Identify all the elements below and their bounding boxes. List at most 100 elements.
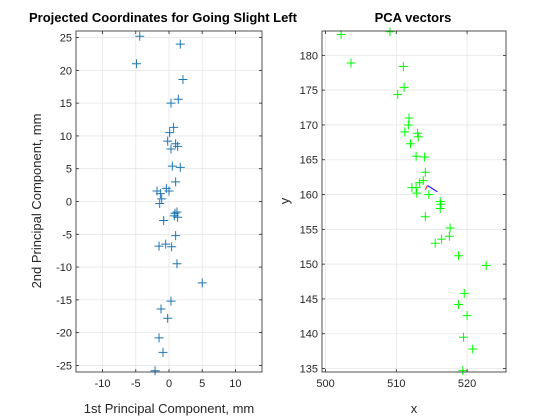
data-point-plus-marker (445, 223, 455, 233)
y-tick-label: 0 (66, 197, 72, 209)
pca-vector-line (424, 185, 428, 190)
data-point-plus-marker (166, 144, 176, 154)
data-markers (131, 31, 207, 376)
data-point-plus-marker (336, 29, 346, 39)
plot-area: -10 -5 0 5 10 -25 -20 -15 -10 -5 0 5 10 15 20 25 (56, 30, 263, 390)
data-point-plus-marker (171, 231, 181, 241)
axis-ticks: 500 510 520 135 140 145 150 155 160 165 170 175 180 (300, 31, 506, 390)
data-point-plus-marker (418, 176, 428, 186)
data-point-plus-marker (131, 59, 141, 69)
x-tick-label: 500 (316, 378, 334, 390)
data-point-plus-marker (173, 141, 183, 151)
data-point-plus-marker (172, 259, 182, 269)
y-axis-label: y (277, 197, 292, 204)
data-point-plus-marker (411, 151, 421, 161)
data-point-plus-marker (165, 128, 175, 138)
data-point-plus-marker (404, 113, 414, 123)
data-point-plus-marker (163, 313, 173, 323)
data-point-plus-marker (346, 58, 356, 68)
data-point-plus-marker (399, 82, 409, 92)
data-point-plus-marker (415, 178, 425, 188)
data-point-plus-marker (164, 186, 174, 196)
data-point-plus-marker (436, 199, 446, 209)
y-tick-label: 155 (300, 224, 318, 236)
y-tick-label: -20 (56, 328, 72, 340)
y-axis-label: 2nd Principal Component, mm (29, 114, 44, 289)
y-tick-label: 170 (300, 120, 318, 132)
data-point-plus-marker (154, 241, 164, 251)
data-point-plus-marker (169, 122, 179, 132)
data-point-plus-marker (171, 177, 181, 187)
y-tick-label: 15 (60, 98, 72, 110)
data-point-plus-marker (166, 98, 176, 108)
grid (322, 31, 506, 372)
data-point-plus-marker (156, 304, 166, 314)
y-tick-label: 175 (300, 85, 318, 97)
x-tick-label: -5 (131, 378, 141, 390)
data-point-plus-marker (155, 189, 165, 199)
y-tick-label: -5 (62, 229, 72, 241)
data-point-plus-marker (444, 231, 454, 241)
data-point-plus-marker (154, 333, 164, 343)
data-point-plus-marker (166, 296, 176, 306)
data-point-plus-marker (167, 242, 177, 252)
data-point-plus-marker (385, 27, 395, 37)
plot-area: 500 510 520 135 140 145 150 155 160 165 170 175 180 (300, 27, 507, 390)
x-tick-label: 5 (199, 378, 205, 390)
chart-projected-coordinates: Projected Coordinates for Going Slight L… (29, 10, 298, 416)
data-point-plus-marker (420, 212, 430, 222)
data-point-plus-marker (175, 162, 185, 172)
data-point-plus-marker (157, 194, 167, 204)
grid (76, 31, 262, 372)
data-point-plus-marker (159, 216, 169, 226)
data-point-plus-marker (400, 127, 410, 137)
x-axis-label: 1st Principal Component, mm (84, 401, 255, 416)
y-tick-label: 140 (300, 329, 318, 341)
data-point-plus-marker (459, 332, 469, 342)
data-point-plus-marker (173, 94, 183, 104)
x-tick-label: -10 (95, 378, 111, 390)
y-tick-label: 5 (66, 164, 72, 176)
data-point-plus-marker (481, 261, 491, 271)
chart-pca-vectors: PCA vectors 500 510 520 135 140 145 150 155 160 1… (277, 10, 507, 416)
data-markers (336, 27, 491, 376)
data-point-plus-marker (163, 136, 173, 146)
data-point-plus-marker (454, 251, 464, 261)
pca-vector-lines (424, 184, 438, 193)
data-point-plus-marker (197, 278, 207, 288)
data-point-plus-marker (398, 61, 408, 71)
data-point-plus-marker (459, 288, 469, 298)
data-point-plus-marker (435, 203, 445, 213)
plot-frame (321, 30, 507, 373)
y-tick-label: 135 (300, 364, 318, 376)
x-tick-label: 520 (458, 378, 476, 390)
data-point-plus-marker (178, 75, 188, 85)
chart-title: Projected Coordinates for Going Slight L… (29, 10, 298, 25)
y-tick-label: 180 (300, 50, 318, 62)
data-point-plus-marker (155, 198, 165, 208)
y-tick-label: -15 (56, 295, 72, 307)
axis-ticks: -10 -5 0 5 10 -25 -20 -15 -10 -5 0 5 10 15 20 25 (56, 31, 262, 390)
data-point-plus-marker (420, 167, 430, 177)
data-point-plus-marker (161, 239, 171, 249)
plot-background (322, 31, 506, 372)
data-point-plus-marker (412, 188, 422, 198)
data-point-plus-marker (458, 366, 468, 376)
y-tick-label: 150 (300, 259, 318, 271)
data-point-plus-marker (454, 299, 464, 309)
y-tick-label: 20 (60, 65, 72, 77)
y-tick-label: -25 (56, 360, 72, 372)
y-tick-label: -10 (56, 262, 72, 274)
x-tick-label: 510 (387, 378, 405, 390)
data-point-plus-marker (175, 39, 185, 49)
y-tick-label: 165 (300, 155, 318, 167)
data-point-plus-marker (437, 234, 447, 244)
data-point-plus-marker (393, 89, 403, 99)
data-point-plus-marker (468, 344, 478, 354)
data-point-plus-marker (405, 139, 415, 149)
data-point-plus-marker (411, 183, 421, 193)
data-point-plus-marker (420, 152, 430, 162)
data-point-plus-marker (173, 212, 183, 222)
y-tick-label: 10 (60, 131, 72, 143)
